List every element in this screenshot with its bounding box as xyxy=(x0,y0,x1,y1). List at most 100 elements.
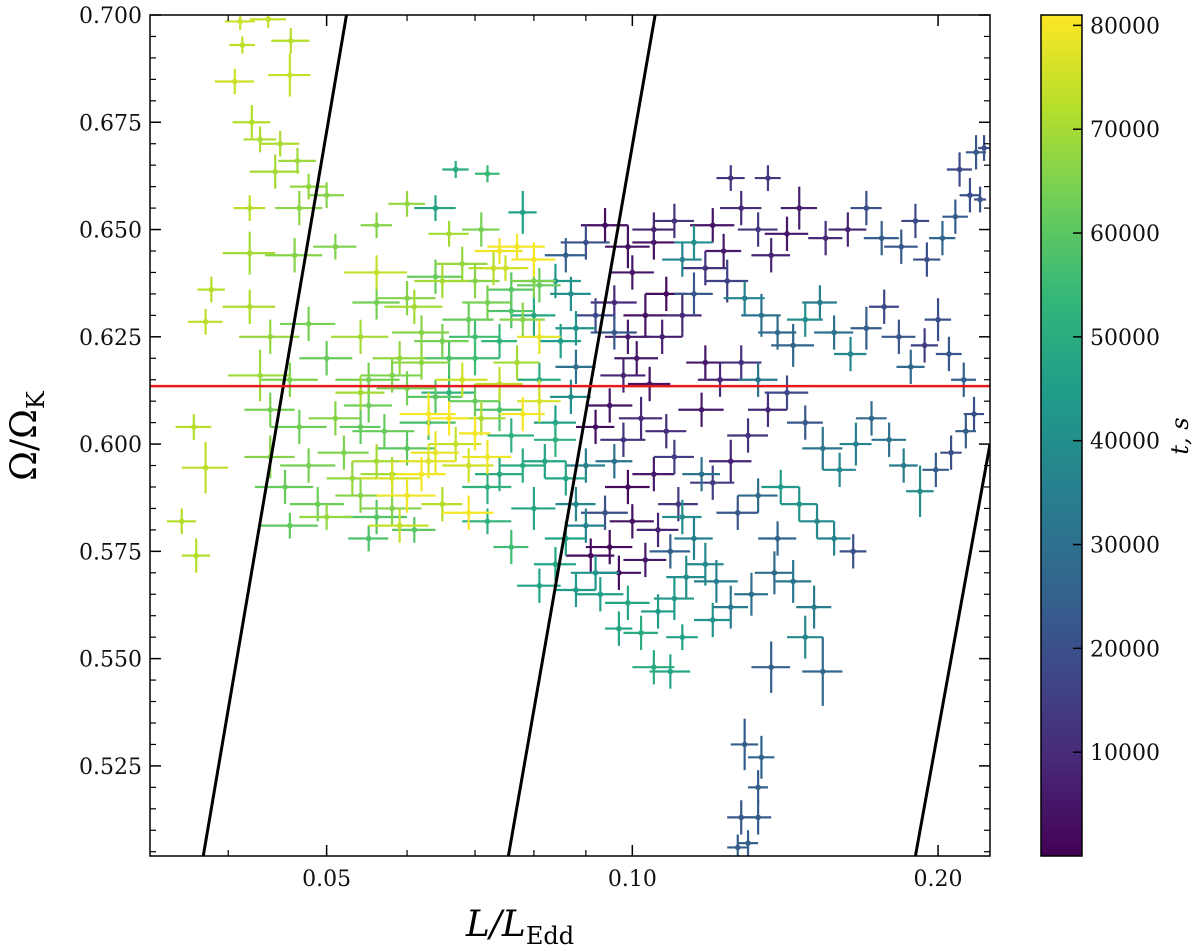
data-point xyxy=(533,422,576,457)
point-marker xyxy=(745,840,751,846)
data-point xyxy=(974,186,987,213)
point-marker xyxy=(713,578,720,585)
data-point xyxy=(674,517,713,560)
data-point xyxy=(614,341,659,376)
point-marker xyxy=(432,205,439,211)
data-point xyxy=(868,289,899,324)
point-marker xyxy=(679,256,686,263)
point-marker xyxy=(305,183,312,190)
data-point xyxy=(343,499,408,535)
point-marker xyxy=(917,488,923,495)
point-marker xyxy=(472,398,478,404)
point-marker xyxy=(796,501,803,507)
point-marker xyxy=(898,243,905,250)
point-marker xyxy=(878,235,885,241)
data-point xyxy=(339,409,381,445)
point-marker xyxy=(446,355,452,362)
data-point xyxy=(395,456,446,492)
point-marker xyxy=(755,492,761,499)
data-point xyxy=(632,212,675,247)
colorbar-gradient xyxy=(1040,14,1083,857)
model-curve xyxy=(506,15,657,856)
point-marker xyxy=(202,318,209,325)
data-point xyxy=(978,135,990,161)
point-marker xyxy=(237,18,243,25)
point-marker xyxy=(246,205,253,211)
data-point xyxy=(580,208,628,243)
data-point xyxy=(399,444,456,479)
data-point xyxy=(929,220,956,256)
point-marker xyxy=(933,467,939,473)
data-point xyxy=(407,259,463,294)
data-point xyxy=(924,298,952,342)
point-marker xyxy=(514,359,520,366)
point-marker xyxy=(249,119,255,126)
data-point xyxy=(686,542,724,586)
point-marker xyxy=(679,312,686,319)
data-point xyxy=(889,448,918,483)
data-point xyxy=(181,538,211,573)
data-point xyxy=(723,281,765,316)
y-tick-label: 0.550 xyxy=(79,648,142,673)
point-marker xyxy=(557,338,564,344)
y-axis: 0.525 0.550 0.575 0.600 0.625 0.650 0.675 0.700 xyxy=(79,4,990,853)
point-marker xyxy=(396,522,403,529)
point-marker xyxy=(698,406,705,413)
point-marker xyxy=(411,527,418,533)
point-marker xyxy=(418,329,425,336)
data-point xyxy=(751,238,791,273)
data-point xyxy=(222,231,276,275)
data-point xyxy=(533,547,576,582)
point-marker xyxy=(758,312,765,319)
point-marker xyxy=(831,329,837,336)
point-marker xyxy=(717,376,723,383)
data-point xyxy=(414,323,469,359)
point-marker xyxy=(459,261,466,267)
data-point xyxy=(499,396,545,432)
data-point xyxy=(662,293,702,337)
point-marker xyxy=(496,248,503,254)
data-point xyxy=(493,345,540,380)
data-point xyxy=(428,426,482,462)
data-point xyxy=(555,349,596,385)
point-marker xyxy=(638,415,644,422)
data-point xyxy=(270,409,327,445)
data-point xyxy=(730,718,759,771)
point-marker xyxy=(439,278,446,284)
point-marker xyxy=(508,544,515,550)
data-point xyxy=(475,165,500,183)
data-point xyxy=(313,233,357,260)
point-marker xyxy=(847,351,854,357)
data-point xyxy=(229,36,255,54)
point-marker xyxy=(790,342,796,349)
data-point xyxy=(372,341,426,376)
data-point xyxy=(623,615,659,651)
data-point xyxy=(627,366,671,402)
data-point xyxy=(600,358,646,393)
data-point xyxy=(376,431,436,466)
point-marker xyxy=(784,231,790,237)
data-point xyxy=(575,577,624,612)
data-point xyxy=(442,448,494,483)
point-marker xyxy=(404,445,410,452)
point-marker xyxy=(439,338,446,344)
point-marker xyxy=(432,394,439,400)
point-marker xyxy=(709,617,716,623)
point-marker xyxy=(396,355,403,362)
point-marker xyxy=(246,303,253,310)
data-point xyxy=(442,495,494,530)
point-marker xyxy=(484,518,491,525)
data-point xyxy=(360,461,422,496)
data-point xyxy=(802,426,843,470)
y-tick-label: 0.650 xyxy=(79,219,142,244)
point-marker xyxy=(519,462,526,469)
point-marker xyxy=(418,471,425,477)
point-marker xyxy=(981,145,987,151)
data-point xyxy=(761,469,800,505)
data-point xyxy=(376,478,436,513)
data-point xyxy=(517,268,561,303)
colorbar-title: t, s xyxy=(1166,417,1194,454)
model-curves xyxy=(201,15,990,856)
point-marker xyxy=(768,664,774,671)
data-point xyxy=(764,375,809,410)
